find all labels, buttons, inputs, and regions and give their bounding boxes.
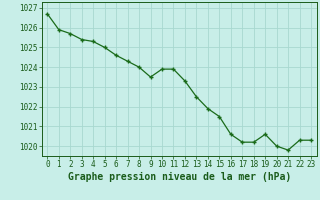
X-axis label: Graphe pression niveau de la mer (hPa): Graphe pression niveau de la mer (hPa) <box>68 172 291 182</box>
